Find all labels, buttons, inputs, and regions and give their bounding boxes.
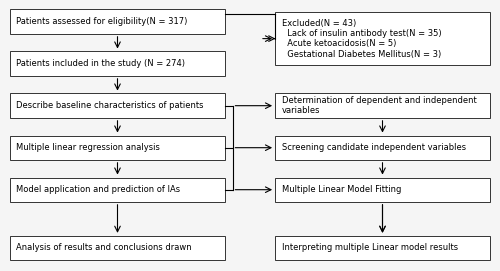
FancyBboxPatch shape [10, 51, 225, 76]
Text: Multiple Linear Model Fitting: Multiple Linear Model Fitting [282, 185, 401, 194]
FancyBboxPatch shape [10, 236, 225, 260]
Text: Multiple linear regression analysis: Multiple linear regression analysis [16, 143, 161, 152]
Text: Excluded(N = 43)
  Lack of insulin antibody test(N = 35)
  Acute ketoacidosis(N : Excluded(N = 43) Lack of insulin antibod… [282, 18, 441, 59]
FancyBboxPatch shape [10, 136, 225, 160]
Text: Screening candidate independent variables: Screening candidate independent variable… [282, 143, 466, 152]
Text: Patients included in the study (N = 274): Patients included in the study (N = 274) [16, 59, 185, 68]
FancyBboxPatch shape [10, 9, 225, 34]
FancyBboxPatch shape [10, 93, 225, 118]
Text: Model application and prediction of IAs: Model application and prediction of IAs [16, 185, 180, 194]
Text: Patients assessed for eligibility(N = 317): Patients assessed for eligibility(N = 31… [16, 17, 188, 26]
FancyBboxPatch shape [275, 12, 490, 65]
FancyBboxPatch shape [275, 236, 490, 260]
FancyBboxPatch shape [275, 178, 490, 202]
Text: Describe baseline characteristics of patients: Describe baseline characteristics of pat… [16, 101, 204, 110]
Text: Determination of dependent and independent
variables: Determination of dependent and independe… [282, 96, 476, 115]
Text: Interpreting multiple Linear model results: Interpreting multiple Linear model resul… [282, 243, 458, 253]
FancyBboxPatch shape [10, 178, 225, 202]
Text: Analysis of results and conclusions drawn: Analysis of results and conclusions draw… [16, 243, 192, 253]
FancyBboxPatch shape [275, 93, 490, 118]
FancyBboxPatch shape [275, 136, 490, 160]
